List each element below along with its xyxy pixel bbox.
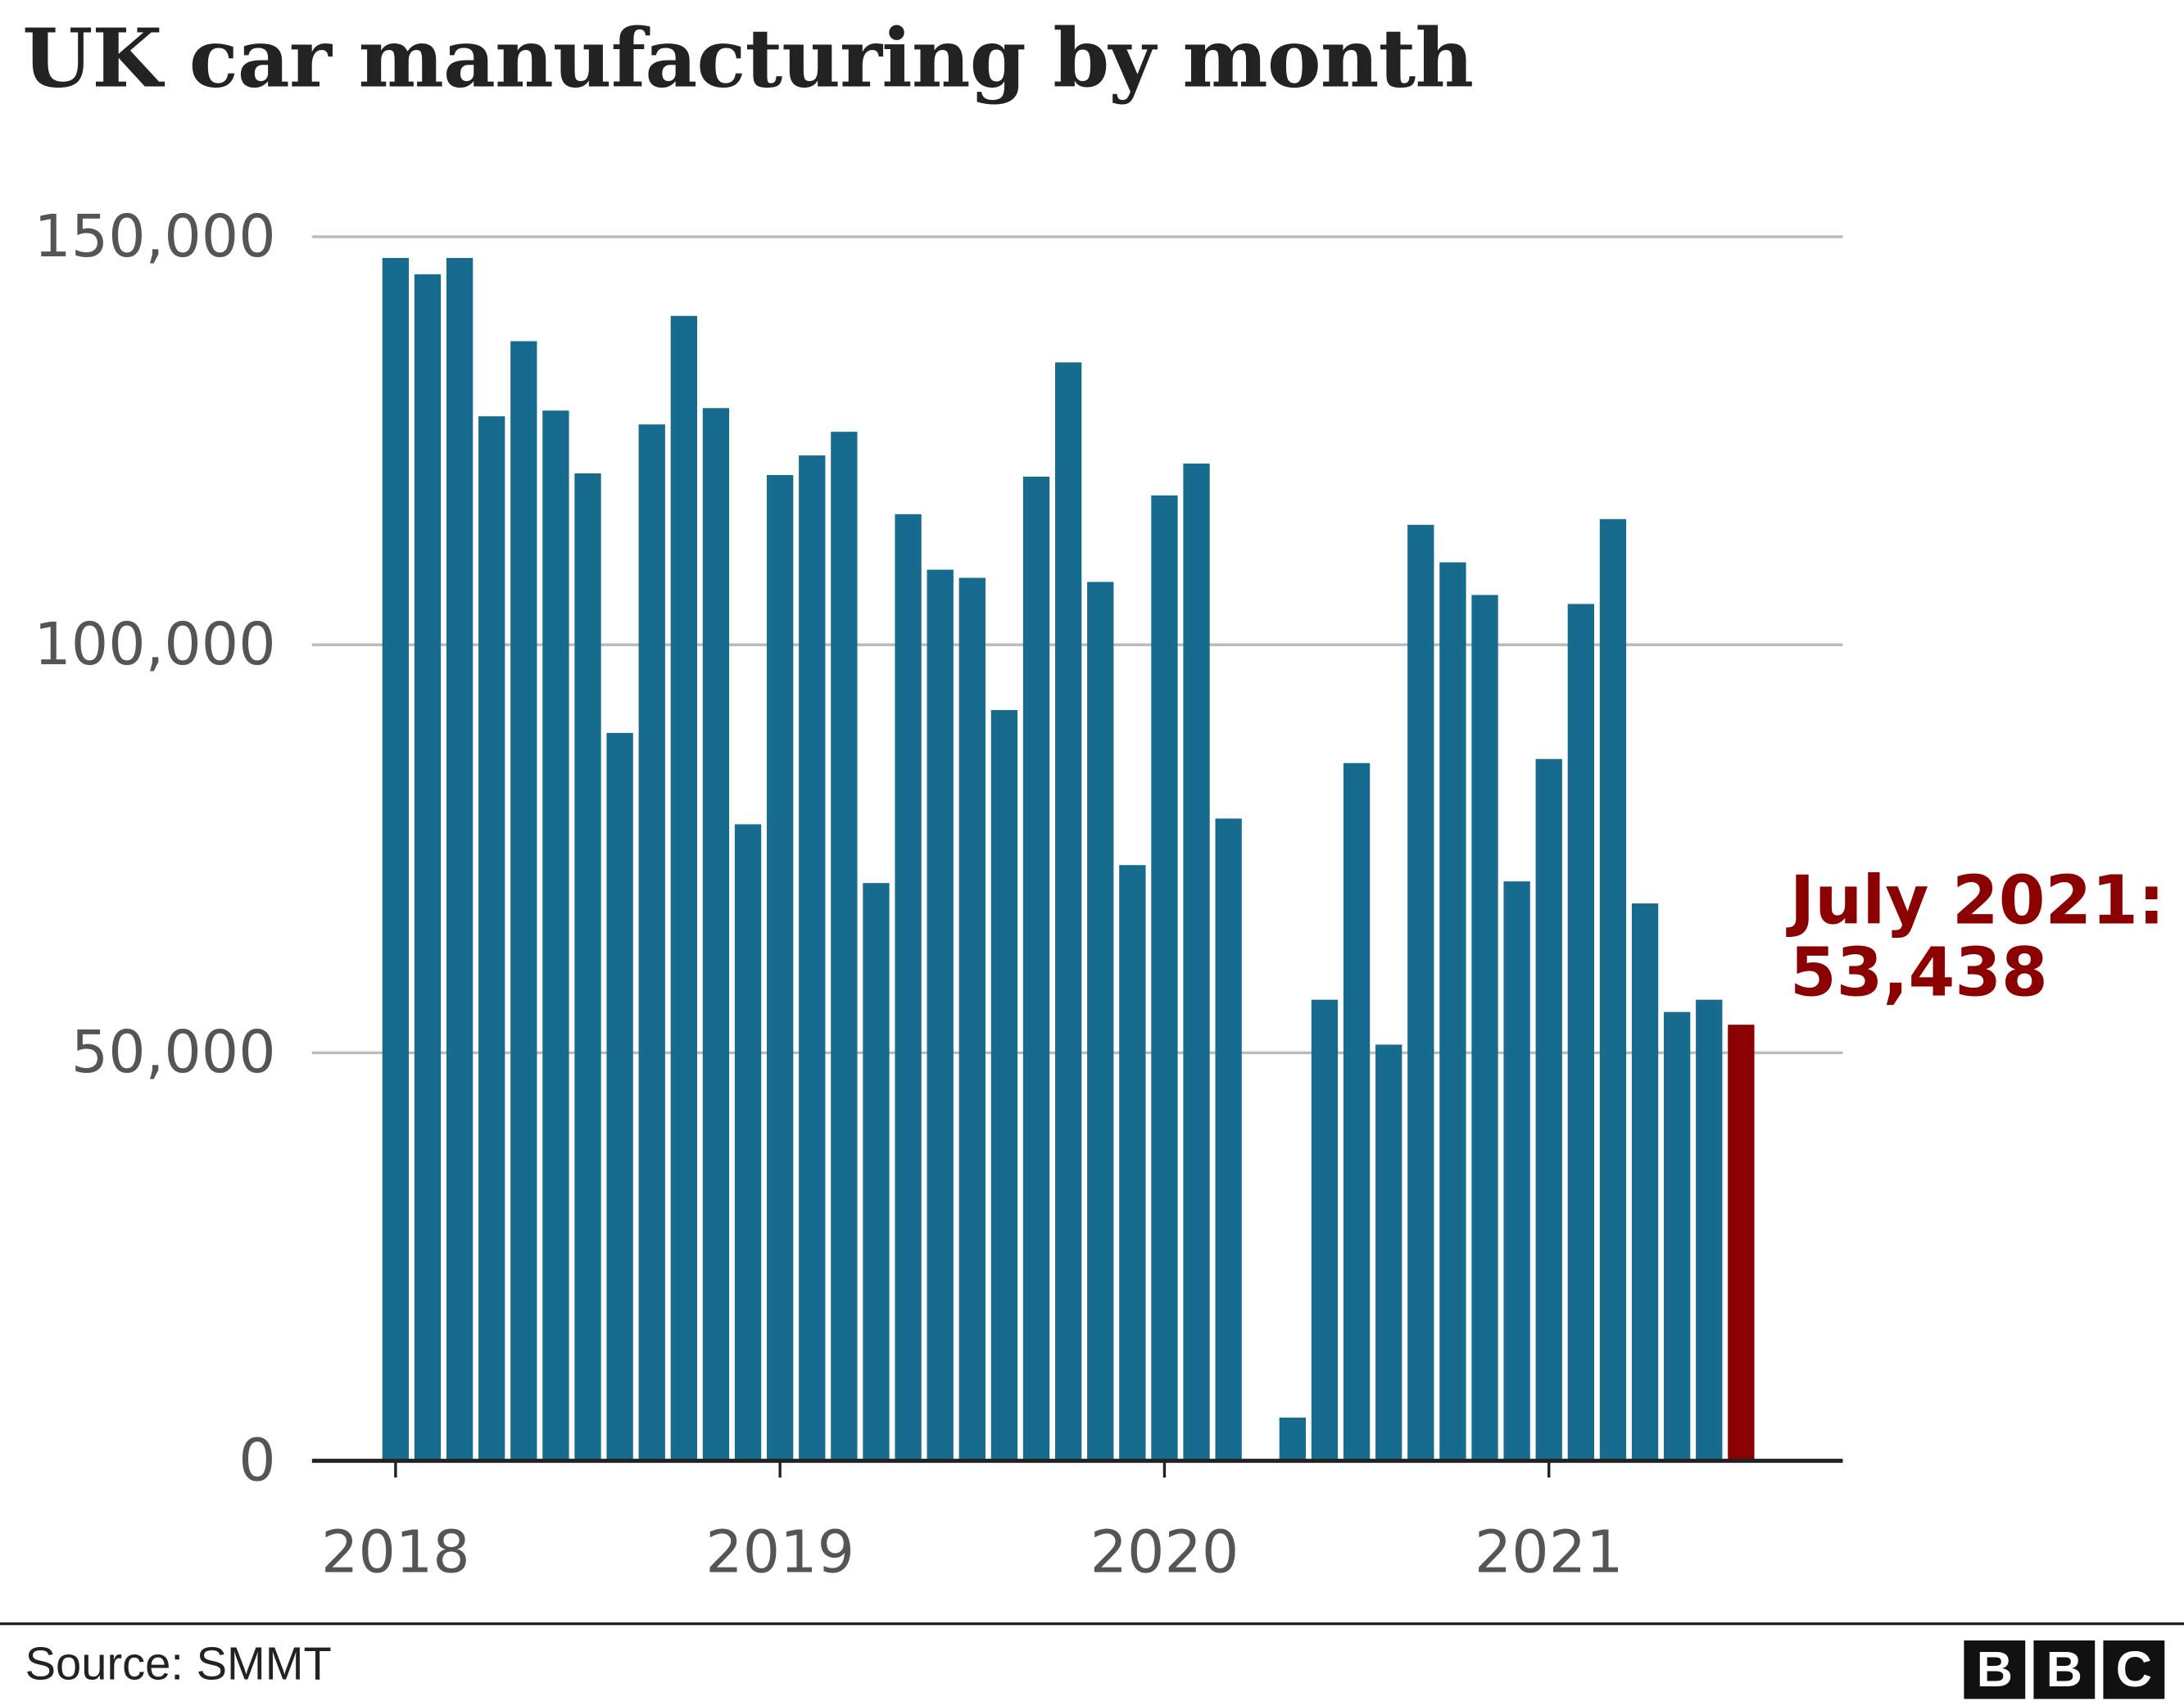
bar [542,410,569,1461]
bar [1119,865,1146,1461]
bar [1696,999,1723,1461]
bar [1343,762,1371,1461]
bbc-logo: B B C [1964,1640,2165,1699]
bar [510,341,537,1461]
bar [1471,595,1498,1461]
bar [799,455,826,1461]
y-tick-label: 0 [238,1426,275,1494]
bar [1054,362,1082,1461]
bar [895,514,922,1461]
bar [1439,562,1466,1461]
bar [638,424,665,1461]
bar [1503,881,1530,1461]
bar [1728,1025,1755,1461]
bar [927,569,954,1461]
bar [1631,903,1659,1461]
bar [1022,476,1050,1461]
bar [1183,464,1210,1461]
bar [1407,524,1434,1461]
bar [446,257,474,1461]
bar [767,474,794,1461]
bar [1279,1417,1307,1461]
bar [1151,495,1178,1461]
logo-letter: C [2103,1640,2165,1699]
bar [670,315,698,1461]
bar [1311,999,1339,1461]
chart-title: UK car manufacturing by month [22,11,1474,106]
bar [1375,1044,1402,1461]
x-tick-label: 2018 [321,1518,470,1586]
source-note: Source: SMMT [25,1637,332,1690]
x-tick-label: 2019 [705,1518,854,1586]
bar [382,257,410,1461]
y-tick-label: 100,000 [34,610,275,678]
bar [414,274,442,1461]
bar [958,577,986,1461]
bar [1567,604,1594,1461]
logo-letter: B [2033,1640,2096,1699]
x-tick-label: 2020 [1090,1518,1239,1586]
bar [1535,758,1562,1461]
x-tick-label: 2021 [1475,1518,1624,1586]
bar [574,473,601,1461]
annotation-label: July 2021: [1786,862,2165,939]
footer-divider [0,1622,2184,1626]
bar [1087,581,1114,1461]
y-tick-label: 50,000 [71,1018,276,1086]
bar [990,709,1018,1461]
bar [478,416,505,1461]
annotation-value: 53,438 [1790,934,2048,1012]
bar [606,732,633,1461]
bar [1664,1011,1691,1461]
bar [1215,818,1242,1461]
bar [734,824,762,1461]
bar [702,408,730,1461]
bar [1599,518,1627,1461]
y-tick-label: 150,000 [34,202,275,270]
bar [863,883,890,1461]
bar [831,432,858,1461]
logo-letter: B [1964,1640,2026,1699]
